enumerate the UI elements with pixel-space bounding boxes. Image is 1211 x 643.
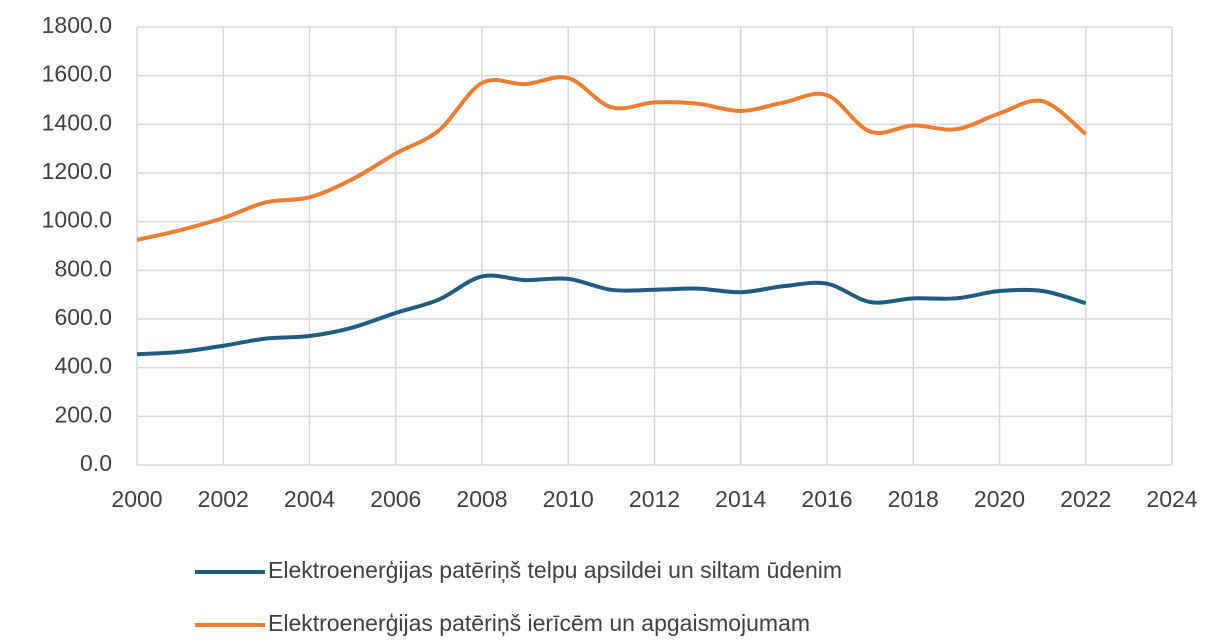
legend-label: Elektroenerģijas patēriņš telpu apsildei… xyxy=(268,557,842,583)
y-tick-label: 800.0 xyxy=(54,255,112,281)
x-tick-label: 2018 xyxy=(888,486,939,512)
y-tick-label: 1000.0 xyxy=(42,207,112,233)
y-tick-label: 200.0 xyxy=(54,401,112,427)
x-tick-label: 2008 xyxy=(456,486,507,512)
x-tick-label: 2004 xyxy=(284,486,335,512)
x-tick-label: 2014 xyxy=(715,486,766,512)
y-tick-label: 1600.0 xyxy=(42,61,112,87)
y-tick-label: 1200.0 xyxy=(42,158,112,184)
x-tick-label: 2006 xyxy=(370,486,421,512)
line xyxy=(136,273,1087,357)
x-tick-label: 2012 xyxy=(629,486,680,512)
line xyxy=(136,75,1088,242)
x-tick-label: 2002 xyxy=(198,486,249,512)
y-tick-label: 0.0 xyxy=(80,450,112,476)
y-tick-label: 1800.0 xyxy=(42,12,112,38)
x-tick-label: 2024 xyxy=(1146,486,1197,512)
y-tick-label: 1400.0 xyxy=(42,109,112,135)
x-tick-label: 2022 xyxy=(1060,486,1111,512)
x-tick-label: 2000 xyxy=(111,486,162,512)
y-tick-label: 600.0 xyxy=(54,304,112,330)
x-tick-label: 2020 xyxy=(974,486,1025,512)
legend-label: Elektroenerģijas patēriņš ierīcēm un apg… xyxy=(268,610,810,636)
y-tick-label: 400.0 xyxy=(54,353,112,379)
x-tick-label: 2010 xyxy=(543,486,594,512)
x-tick-label: 2016 xyxy=(801,486,852,512)
